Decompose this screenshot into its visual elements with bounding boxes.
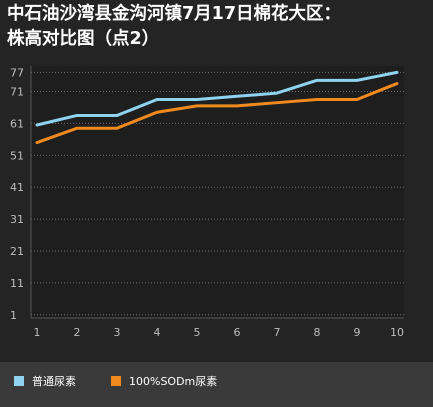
x-tick-label: 4 xyxy=(154,326,161,339)
legend-item-series-2: 100%SODm尿素 xyxy=(111,374,217,388)
y-tick-label: 41 xyxy=(10,181,24,194)
chart-title-line-2: 株高对比图（点2） xyxy=(7,29,160,49)
x-tick-label: 3 xyxy=(114,326,121,339)
x-tick-label: 10 xyxy=(390,326,404,339)
y-tick-label: 21 xyxy=(10,245,24,258)
legend-item-series-1: 普通尿素 xyxy=(14,374,76,388)
y-tick-label: 77 xyxy=(10,66,24,79)
chart-title-line-1: 中石油沙湾县金沟河镇7月17日棉花大区： xyxy=(7,4,342,24)
y-tick-label: 51 xyxy=(10,149,24,162)
y-tick-label: 61 xyxy=(10,117,24,130)
legend: 普通尿素 100%SODm尿素 xyxy=(0,362,433,407)
x-tick-label: 9 xyxy=(354,326,361,339)
y-tick-label: 31 xyxy=(10,213,24,226)
x-tick-label: 1 xyxy=(34,326,41,339)
y-tick-label: 11 xyxy=(10,277,24,290)
y-tick-label: 1 xyxy=(10,309,17,322)
series-line-1 xyxy=(35,70,399,127)
series-line-2 xyxy=(35,82,399,145)
legend-label-series-1: 普通尿素 xyxy=(32,375,76,388)
x-tick-label: 2 xyxy=(74,326,81,339)
legend-swatch-series-2 xyxy=(111,376,121,386)
chart-title: 中石油沙湾县金沟河镇7月17日棉花大区： 株高对比图（点2） xyxy=(7,2,427,52)
x-tick-label: 5 xyxy=(194,326,201,339)
y-tick-label: 71 xyxy=(10,86,24,99)
x-tick-label: 7 xyxy=(274,326,281,339)
legend-label-series-2: 100%SODm尿素 xyxy=(129,375,218,388)
legend-swatch-series-1 xyxy=(14,376,24,386)
x-tick-label: 8 xyxy=(314,326,321,339)
plot-area xyxy=(31,66,404,318)
x-tick-label: 6 xyxy=(234,326,241,339)
